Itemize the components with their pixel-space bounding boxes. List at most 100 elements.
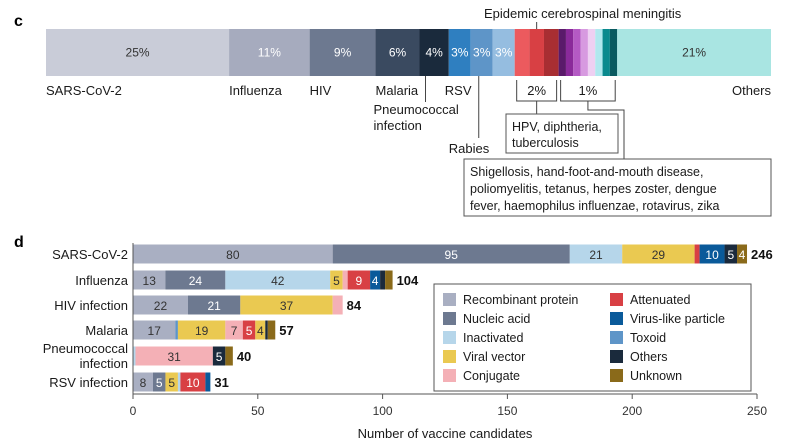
panel-c-annotations: SARS-CoV-2 Influenza HIV Malaria Pneumococca… xyxy=(46,6,772,217)
bar-segment xyxy=(699,244,725,264)
bar-segment xyxy=(737,244,748,264)
bar-segment xyxy=(180,372,206,392)
bar-segment xyxy=(133,320,176,340)
x-tick-label: 100 xyxy=(373,404,393,418)
bar-segment-label: 42 xyxy=(271,274,285,288)
x-tick-label: 200 xyxy=(622,404,642,418)
label-1pct: 1% xyxy=(579,83,598,98)
bar-segment-label: 29 xyxy=(652,248,666,262)
segment-7 xyxy=(492,29,515,76)
segment-label-3: 6% xyxy=(389,46,407,60)
bar-segment xyxy=(165,270,226,290)
category-label: Influenza xyxy=(75,273,129,288)
segment-label-2: 9% xyxy=(334,46,352,60)
leader-1pct xyxy=(587,101,625,159)
bar-total: 84 xyxy=(347,298,362,313)
bar-segment xyxy=(332,295,343,315)
segment-10 xyxy=(543,29,559,76)
label-others: Others xyxy=(732,83,772,98)
bar-segment-label: 4 xyxy=(257,324,264,338)
panel-c-bar: 25% 11% 9% 6% 4% 3% 3% 3% 21% xyxy=(46,29,771,76)
box-2pct-line-1: HPV, diphtheria, xyxy=(512,120,602,134)
category-label: RSV infection xyxy=(49,375,128,390)
x-tick-label: 50 xyxy=(251,404,265,418)
bar-segment xyxy=(347,270,371,290)
category-label: Malaria xyxy=(85,323,128,338)
bar-segment xyxy=(240,295,333,315)
legend-swatch xyxy=(443,293,456,306)
segment-1 xyxy=(229,29,310,76)
bar-segment xyxy=(332,244,570,264)
legend-swatch xyxy=(443,350,456,363)
legend-swatch xyxy=(610,312,623,325)
bar-segment-label: 5 xyxy=(156,376,163,390)
bar-segment-label: 24 xyxy=(189,274,203,288)
panel-label-d: d xyxy=(14,234,24,251)
bar-segment xyxy=(330,270,343,290)
segment-2 xyxy=(309,29,376,76)
segment-12 xyxy=(565,29,574,76)
bar-segment xyxy=(175,320,178,340)
segment-15 xyxy=(587,29,596,76)
panel-label-c: c xyxy=(14,13,23,30)
legend-swatch xyxy=(443,369,456,382)
bar-segment-label: 5 xyxy=(727,248,734,262)
legend-label: Virus-like particle xyxy=(630,312,725,326)
segment-label-19: 21% xyxy=(682,46,706,60)
bar-segment xyxy=(135,346,213,366)
bar-segment xyxy=(265,320,268,340)
legend-swatch xyxy=(610,369,623,382)
bar-segment xyxy=(205,372,211,392)
bar-total: 31 xyxy=(214,375,228,390)
box-1pct-line-1: Shigellosis, hand-foot-and-mouth disease… xyxy=(470,165,703,179)
segment-label-5: 3% xyxy=(451,46,469,60)
category-label: infection xyxy=(80,356,128,371)
segment-18 xyxy=(609,29,618,76)
label-2pct: 2% xyxy=(527,83,546,98)
box-2pct-line-2: tuberculosis xyxy=(512,136,579,150)
bar-segment-label: 5 xyxy=(333,274,340,288)
bar-segment xyxy=(152,372,166,392)
bar-segment-label: 10 xyxy=(705,248,719,262)
segment-label-1: 11% xyxy=(258,46,281,60)
legend-label: Inactivated xyxy=(463,331,524,345)
bar-segment-label: 37 xyxy=(280,299,294,313)
label-pneumococcal-2: infection xyxy=(373,118,421,133)
bar-segment xyxy=(255,320,266,340)
bar-segment-label: 4 xyxy=(739,248,746,262)
label-sars-cov-2: SARS-CoV-2 xyxy=(46,83,122,98)
legend-box xyxy=(433,283,752,392)
label-hiv: HIV xyxy=(310,83,332,98)
bar-segment-label: 10 xyxy=(186,376,200,390)
bar-total: 57 xyxy=(279,323,293,338)
segment-6 xyxy=(470,29,493,76)
bar-segment xyxy=(133,346,136,366)
bar-segment-label: 80 xyxy=(226,248,240,262)
bar-total: 246 xyxy=(751,247,773,262)
legend-label: Viral vector xyxy=(463,350,525,364)
legend-label: Conjugate xyxy=(463,369,520,383)
label-rsv: RSV xyxy=(445,83,472,98)
bar-segment xyxy=(133,244,333,264)
bar-segment xyxy=(225,320,243,340)
legend-label: Toxoid xyxy=(630,331,666,345)
label-pneumococcal-1: Pneumococcal xyxy=(373,102,458,117)
segment-17 xyxy=(602,29,610,76)
legend-label: Nucleic acid xyxy=(463,312,530,326)
bar-segment xyxy=(724,244,738,264)
bar-segment xyxy=(212,346,226,366)
segment-label-7: 3% xyxy=(495,46,513,60)
x-tick-label: 0 xyxy=(130,404,137,418)
bar-segment-label: 21 xyxy=(589,248,603,262)
segment-11 xyxy=(558,29,566,76)
x-tick-label: 150 xyxy=(497,404,517,418)
box-1pct xyxy=(463,158,772,217)
bar-segment xyxy=(225,270,331,290)
segment-label-0: 25% xyxy=(126,46,150,60)
bar-segment xyxy=(187,295,241,315)
label-rabies: Rabies xyxy=(449,141,490,156)
bar-segment xyxy=(177,372,181,392)
bar-segment-label: 5 xyxy=(168,376,175,390)
segment-13 xyxy=(573,29,581,76)
